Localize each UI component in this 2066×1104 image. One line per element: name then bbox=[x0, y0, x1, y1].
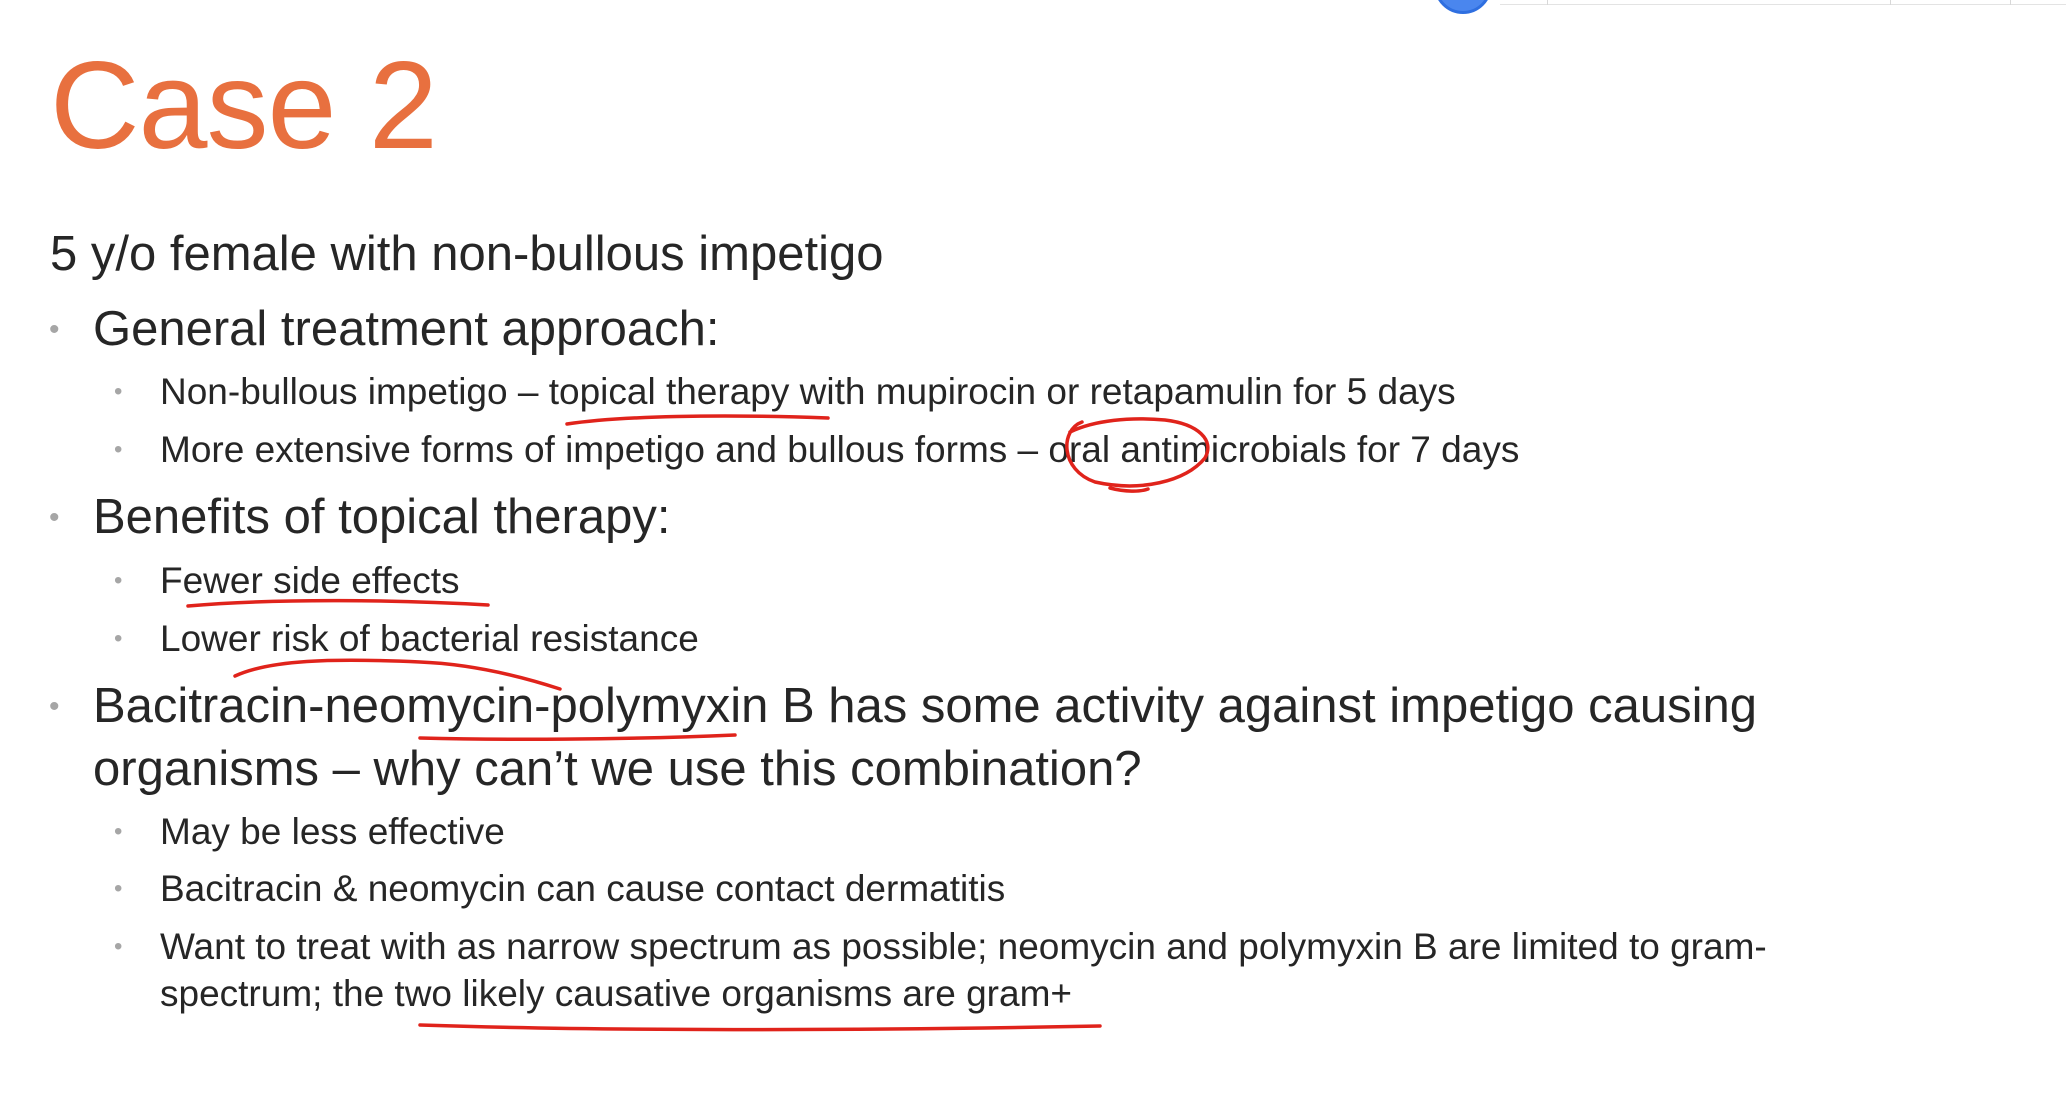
bullet-icon: • bbox=[114, 933, 123, 960]
bullet-icon: • bbox=[114, 818, 123, 845]
presenter-indicator-icon[interactable] bbox=[1434, 0, 1492, 14]
list-item-text: Want to treat with as narrow spectrum as… bbox=[160, 926, 1767, 1014]
list-item-text: May be less effective bbox=[160, 811, 505, 852]
list-item-text: Fewer side effects bbox=[160, 560, 460, 601]
list-item: • Non-bullous impetigo – topical therapy… bbox=[114, 368, 1920, 415]
section-heading-benefits: • Benefits of topical therapy: bbox=[49, 486, 1893, 549]
bullet-icon: • bbox=[49, 501, 60, 534]
list-item-text: More extensive forms of impetigo and bul… bbox=[160, 429, 1520, 470]
toolbar-tick bbox=[1547, 0, 1548, 5]
list-item: • Want to treat with as narrow spectrum … bbox=[114, 923, 1900, 1017]
list-item-text: Bacitracin & neomycin can cause contact … bbox=[160, 868, 1006, 909]
list-item-text: Lower risk of bacterial resistance bbox=[160, 618, 699, 659]
section-heading-text: Bacitracin-neomycin-polymyxin B has some… bbox=[93, 679, 1757, 796]
bullet-icon: • bbox=[114, 436, 123, 463]
bullet-icon: • bbox=[114, 875, 123, 902]
section-heading-text: General treatment approach: bbox=[93, 302, 720, 356]
list-item: • Fewer side effects bbox=[114, 557, 1920, 604]
bullet-icon: • bbox=[114, 567, 123, 594]
bullet-icon: • bbox=[49, 690, 60, 723]
slide-title: Case 2 bbox=[50, 37, 438, 175]
list-item-text: Non-bullous impetigo – topical therapy w… bbox=[160, 371, 1456, 412]
toolbar-tick bbox=[2010, 0, 2011, 5]
list-item: • May be less effective bbox=[114, 808, 1920, 855]
toolbar-tick bbox=[1890, 0, 1891, 5]
underline-gram-plus bbox=[418, 1023, 1102, 1032]
bullet-icon: • bbox=[114, 378, 123, 405]
section-heading-treatment: • General treatment approach: bbox=[49, 298, 1893, 361]
toolbar-divider bbox=[1500, 4, 2066, 5]
section-heading-text: Benefits of topical therapy: bbox=[93, 490, 671, 544]
section-heading-bacitracin: • Bacitracin-neomycin-polymyxin B has so… bbox=[49, 675, 1913, 801]
bullet-icon: • bbox=[114, 625, 123, 652]
bullet-icon: • bbox=[49, 313, 60, 346]
slide-subtitle: 5 y/o female with non-bullous impetigo bbox=[50, 227, 884, 281]
list-item: • Bacitracin & neomycin can cause contac… bbox=[114, 865, 1920, 912]
underline-topical-therapy bbox=[565, 414, 830, 426]
list-item: • More extensive forms of impetigo and b… bbox=[114, 426, 1920, 473]
top-toolbar-strip bbox=[1410, 0, 2066, 14]
list-item: • Lower risk of bacterial resistance bbox=[114, 615, 1920, 662]
